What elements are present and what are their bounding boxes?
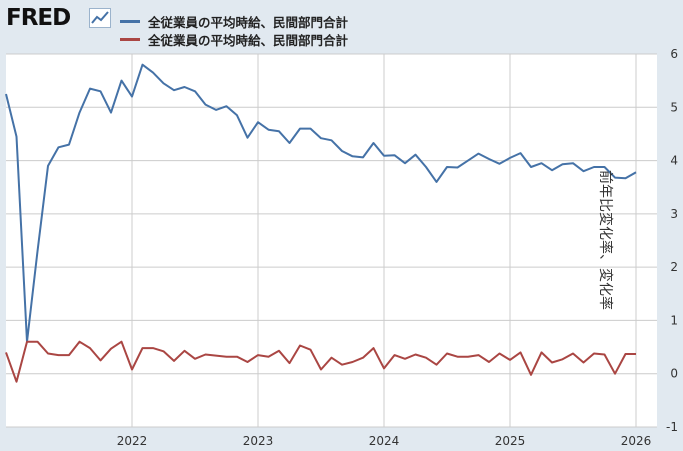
y-tick-label: 4 xyxy=(670,154,678,168)
legend-swatch-series-1 xyxy=(120,19,140,23)
y-tick-label: 3 xyxy=(670,207,678,221)
fred-logo[interactable]: FRED xyxy=(6,5,71,31)
y-tick-label: 5 xyxy=(670,100,678,114)
chart-header: FRED 全従業員の平均時給、民間部門合計 全従業員の平均時給、民間部門合計 xyxy=(0,0,683,52)
y-tick-label: 6 xyxy=(670,47,678,61)
y-axis-label: 前年比変化率、変化率 xyxy=(597,170,614,310)
x-tick-label: 2024 xyxy=(369,434,400,448)
line-chart-icon xyxy=(89,8,111,28)
legend: 全従業員の平均時給、民間部門合計 全従業員の平均時給、民間部門合計 xyxy=(120,12,348,48)
legend-item-series-1: 全従業員の平均時給、民間部門合計 xyxy=(120,12,348,30)
series-line-1 xyxy=(5,63,637,343)
x-tick-label: 2023 xyxy=(243,434,274,448)
x-tick-label: 2026 xyxy=(621,434,652,448)
y-tick-label: -1 xyxy=(666,420,678,434)
series-lines xyxy=(5,63,637,383)
series-line-2 xyxy=(5,340,636,383)
y-tick-label: 0 xyxy=(670,367,678,381)
legend-label-series-2: 全従業員の平均時給、民間部門合計 xyxy=(148,32,349,48)
x-tick-labels: 2022 2023 2024 2025 2026 xyxy=(117,434,652,448)
y-tick-labels: -1 0 1 2 3 4 5 6 xyxy=(666,47,678,434)
y-tick-label: 1 xyxy=(670,313,678,327)
legend-swatch-series-2 xyxy=(120,37,140,41)
legend-item-series-2: 全従業員の平均時給、民間部門合計 xyxy=(120,30,348,48)
x-tick-label: 2025 xyxy=(495,434,526,448)
plot-area xyxy=(6,54,657,427)
legend-label-series-1: 全従業員の平均時給、民間部門合計 xyxy=(148,14,349,30)
grid-lines xyxy=(6,53,657,428)
x-tick-label: 2022 xyxy=(117,434,148,448)
y-tick-label: 2 xyxy=(670,260,678,274)
